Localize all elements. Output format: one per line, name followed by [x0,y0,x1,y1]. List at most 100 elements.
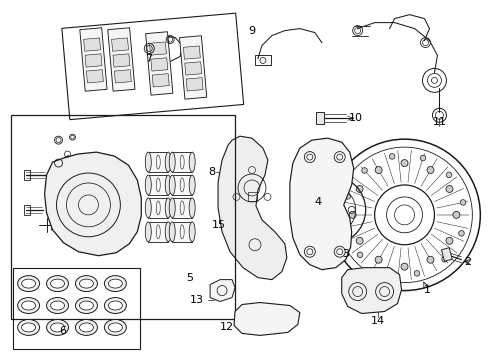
Text: 5: 5 [187,273,194,283]
Circle shape [383,269,389,274]
Ellipse shape [50,323,65,332]
Ellipse shape [108,301,122,310]
Ellipse shape [169,198,175,218]
Polygon shape [210,280,235,302]
Ellipse shape [165,175,171,195]
Ellipse shape [47,276,69,292]
Ellipse shape [169,152,175,172]
Polygon shape [85,54,102,67]
Text: 1: 1 [423,282,431,294]
Bar [248,192,257,201]
Circle shape [343,225,349,230]
Ellipse shape [79,323,94,332]
Polygon shape [151,58,168,71]
Polygon shape [183,46,200,59]
Ellipse shape [47,319,69,336]
Bar [172,152,192,172]
Bar [148,152,168,172]
Ellipse shape [104,319,126,336]
Ellipse shape [145,198,151,218]
Text: 8: 8 [209,167,216,177]
Circle shape [401,159,408,167]
Ellipse shape [50,301,65,310]
Ellipse shape [79,279,94,288]
Text: 12: 12 [220,323,234,332]
Polygon shape [114,70,131,83]
Circle shape [362,168,368,173]
Polygon shape [149,42,167,55]
Polygon shape [186,78,203,91]
Ellipse shape [165,222,171,242]
Circle shape [446,172,452,178]
Ellipse shape [145,222,151,242]
Bar [24,205,29,215]
Ellipse shape [189,152,195,172]
Ellipse shape [169,175,175,195]
Ellipse shape [22,279,36,288]
Polygon shape [146,32,173,95]
Bar [148,222,168,242]
Ellipse shape [22,323,36,332]
Text: 13: 13 [190,294,204,305]
Circle shape [357,252,363,258]
Ellipse shape [108,323,122,332]
Polygon shape [342,268,401,314]
Polygon shape [185,62,202,75]
Ellipse shape [165,198,171,218]
Circle shape [349,211,356,219]
Bar [148,175,168,195]
Ellipse shape [75,319,98,336]
Bar [255,55,271,66]
Polygon shape [86,70,103,83]
Text: 15: 15 [212,220,226,230]
Polygon shape [290,138,354,270]
Circle shape [390,154,395,159]
Circle shape [375,167,382,174]
Polygon shape [84,38,100,51]
Polygon shape [113,54,130,67]
Ellipse shape [104,276,126,292]
Ellipse shape [47,298,69,314]
Circle shape [427,167,434,174]
Ellipse shape [169,222,175,242]
Ellipse shape [189,222,195,242]
Ellipse shape [189,198,195,218]
Text: 9: 9 [248,26,256,36]
Ellipse shape [145,152,151,172]
Bar [172,175,192,195]
Bar [441,248,452,261]
Ellipse shape [104,298,126,314]
Polygon shape [234,302,300,336]
Bar [148,198,168,218]
Text: 7: 7 [145,54,152,64]
Ellipse shape [145,175,151,195]
Polygon shape [112,38,128,51]
Circle shape [420,155,426,161]
Bar [316,112,324,124]
Circle shape [345,194,350,199]
Text: 3: 3 [342,249,349,259]
Circle shape [375,256,382,263]
Polygon shape [108,28,135,91]
Ellipse shape [18,276,40,292]
Circle shape [453,211,460,219]
Circle shape [460,200,466,205]
Ellipse shape [50,279,65,288]
Circle shape [427,256,434,263]
Bar [172,198,192,218]
Ellipse shape [189,175,195,195]
Text: 10: 10 [349,113,363,123]
Bar [24,170,29,180]
Circle shape [446,237,453,244]
Circle shape [356,185,363,193]
Polygon shape [80,28,107,91]
Text: 14: 14 [370,316,385,327]
Circle shape [356,237,363,244]
Text: 11: 11 [433,117,446,127]
Bar [172,222,192,242]
Circle shape [401,263,408,270]
Circle shape [414,270,420,276]
Bar [13,268,140,349]
Polygon shape [45,152,141,256]
Ellipse shape [165,152,171,172]
